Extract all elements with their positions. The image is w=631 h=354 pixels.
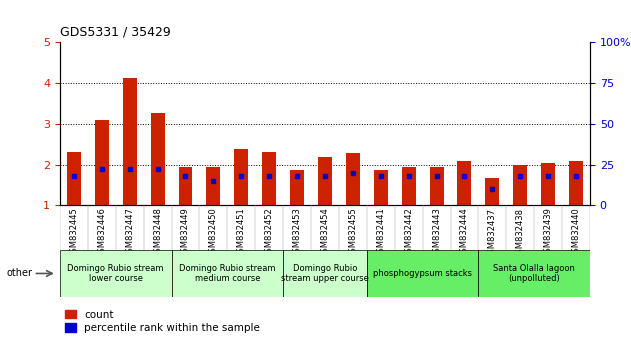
Bar <box>374 170 387 205</box>
Bar <box>179 167 192 205</box>
Text: GDS5331 / 35429: GDS5331 / 35429 <box>60 26 171 39</box>
Legend: count, percentile rank within the sample: count, percentile rank within the sample <box>65 310 260 333</box>
Text: GSM832438: GSM832438 <box>516 207 525 258</box>
Bar <box>478 250 590 297</box>
Text: GSM832453: GSM832453 <box>293 207 302 258</box>
Bar <box>485 178 499 205</box>
Bar <box>206 167 220 205</box>
Text: Domingo Rubio stream
lower course: Domingo Rubio stream lower course <box>68 264 164 283</box>
Text: GSM832444: GSM832444 <box>460 207 469 258</box>
Bar <box>541 162 555 205</box>
Bar <box>262 152 276 205</box>
Bar <box>513 165 528 205</box>
Bar <box>283 250 367 297</box>
Bar <box>172 250 283 297</box>
Text: GSM832448: GSM832448 <box>153 207 162 258</box>
Text: Domingo Rubio stream
medium course: Domingo Rubio stream medium course <box>179 264 276 283</box>
Text: other: other <box>6 268 32 279</box>
Bar <box>569 161 583 205</box>
Text: GSM832449: GSM832449 <box>181 207 190 258</box>
Text: GSM832442: GSM832442 <box>404 207 413 258</box>
Text: GSM832441: GSM832441 <box>376 207 386 258</box>
Text: GSM832450: GSM832450 <box>209 207 218 258</box>
Bar <box>234 149 248 205</box>
Bar <box>402 167 416 205</box>
Text: GSM832452: GSM832452 <box>264 207 274 258</box>
Text: phosphogypsum stacks: phosphogypsum stacks <box>373 269 472 278</box>
Text: GSM832443: GSM832443 <box>432 207 441 258</box>
Bar <box>290 170 304 205</box>
Text: GSM832445: GSM832445 <box>69 207 78 258</box>
Bar <box>457 161 471 205</box>
Text: GSM832451: GSM832451 <box>237 207 245 258</box>
Bar <box>367 250 478 297</box>
Text: GSM832454: GSM832454 <box>321 207 329 258</box>
Bar <box>318 157 332 205</box>
Bar <box>151 113 165 205</box>
Text: Domingo Rubio
stream upper course: Domingo Rubio stream upper course <box>281 264 369 283</box>
Text: GSM832447: GSM832447 <box>125 207 134 258</box>
Bar <box>60 250 172 297</box>
Text: GSM832437: GSM832437 <box>488 207 497 258</box>
Bar <box>430 167 444 205</box>
Text: GSM832446: GSM832446 <box>97 207 106 258</box>
Bar <box>95 120 109 205</box>
Text: Santa Olalla lagoon
(unpolluted): Santa Olalla lagoon (unpolluted) <box>493 264 575 283</box>
Bar <box>122 78 137 205</box>
Text: GSM832440: GSM832440 <box>572 207 581 258</box>
Text: GSM832455: GSM832455 <box>348 207 357 258</box>
Text: GSM832439: GSM832439 <box>544 207 553 258</box>
Bar <box>67 152 81 205</box>
Bar <box>346 153 360 205</box>
